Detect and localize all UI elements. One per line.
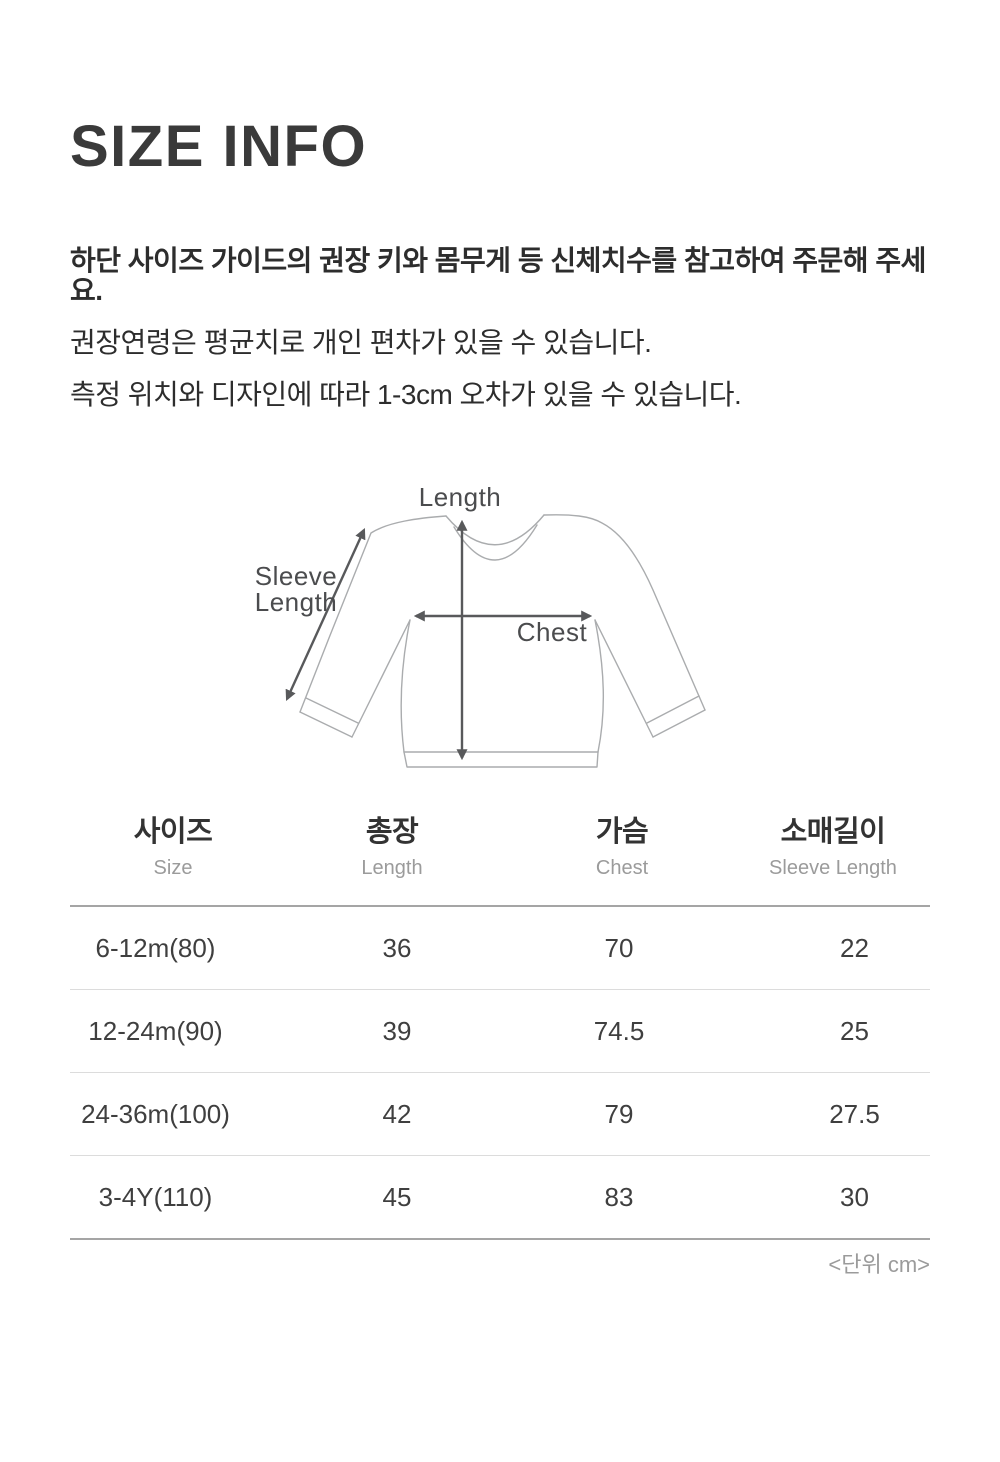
sleeve-cell: 25 [736,989,930,1073]
chest-cell: 70 [508,906,736,990]
size-cell: 12-24m(90) [70,989,276,1073]
note-line: 하단 사이즈 가이드의 권장 키와 몸무게 등 신체치수를 참고하여 주문해 주… [70,245,926,306]
size-info-section: SIZE INFO 하단 사이즈 가이드의 권장 키와 몸무게 등 신체치수를 … [0,112,1000,1277]
sleeve-cell: 30 [736,1155,930,1240]
size-table: 사이즈 Size 총장 Length 가슴 Chest 소매길이 Sleeve … [70,800,930,1240]
sleeve-cell: 22 [736,906,930,990]
sleeve-length-arrow [285,527,366,702]
page-title: SIZE INFO [70,114,368,179]
sleeve-length-label-line2: Length [255,587,338,617]
note-line: 측정 위치와 디자인에 따라 1-3cm 오차가 있을 수 있습니다. [70,379,742,410]
column-header-en: Length [361,857,423,879]
size-cell: 6-12m(80) [70,906,276,990]
chest-label: Chest [517,617,588,647]
column-header-en: Size [153,857,193,879]
column-header-sleeve-length: 소매길이 Sleeve Length [736,800,930,907]
sweater-diagram-svg: Length Sleeve Length Chest [255,482,706,768]
column-header-size: 사이즈 Size [70,800,276,907]
chest-cell: 74.5 [508,989,736,1073]
table-row: 24-36m(100) 42 79 27.5 [70,1072,930,1156]
table-row: 3-4Y(110) 45 83 30 [70,1155,930,1240]
column-header-ko: 총장 [365,816,419,848]
size-cell: 24-36m(100) [70,1072,276,1156]
length-cell: 36 [276,906,508,990]
column-header-ko: 소매길이 [780,816,886,848]
column-header-en: Sleeve Length [769,857,897,879]
sleeve-length-label-line1: Sleeve [255,561,338,591]
garment-measurement-diagram: Length Sleeve Length Chest [250,470,730,800]
length-cell: 45 [276,1155,508,1240]
size-guide-notes: 하단 사이즈 가이드의 권장 키와 몸무게 등 신체치수를 참고하여 주문해 주… [70,246,930,410]
sleeve-cell: 27.5 [736,1072,930,1156]
column-header-ko: 가슴 [595,816,649,848]
chest-cell: 79 [508,1072,736,1156]
column-header-length: 총장 Length [276,800,508,907]
size-cell: 3-4Y(110) [70,1155,276,1240]
sweater-outline [299,514,706,768]
table-row: 6-12m(80) 36 70 22 [70,906,930,990]
length-label: Length [419,482,502,512]
size-table-header-row: 사이즈 Size 총장 Length 가슴 Chest 소매길이 Sleeve … [70,800,930,907]
note-line: 권장연령은 평균치로 개인 편차가 있을 수 있습니다. [70,327,652,358]
column-header-ko: 사이즈 [133,816,213,848]
column-header-en: Chest [595,857,649,879]
table-row: 12-24m(90) 39 74.5 25 [70,989,930,1073]
length-cell: 42 [276,1072,508,1156]
chest-cell: 83 [508,1155,736,1240]
column-header-chest: 가슴 Chest [508,800,736,907]
length-cell: 39 [276,989,508,1073]
unit-note: <단위 cm> [828,1252,930,1277]
